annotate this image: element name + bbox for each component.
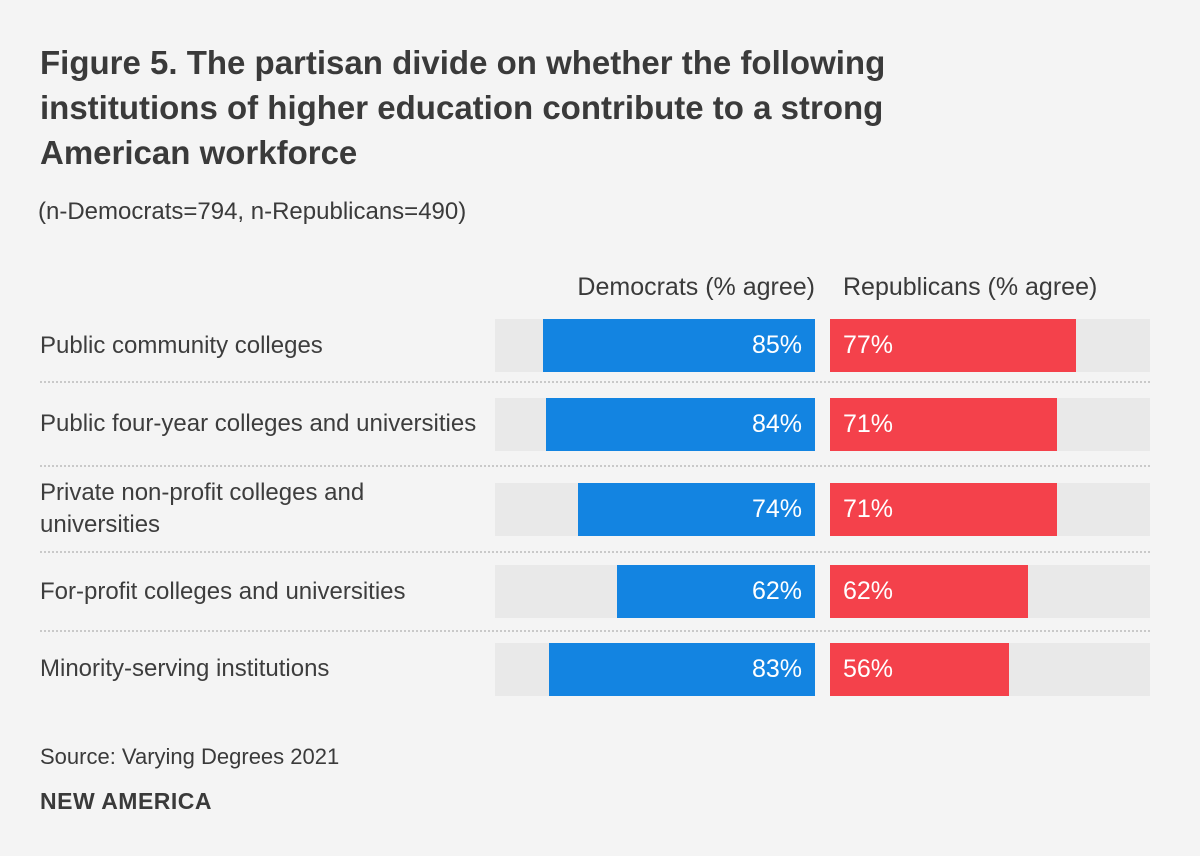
republican-value-label: 62% — [843, 577, 894, 605]
republican-bar: 71% — [830, 397, 1058, 451]
chart-row: For-profit colleges and universities 62% 6… — [40, 553, 1150, 632]
democrat-value-label: 74% — [751, 494, 802, 523]
republican-bar: 77% — [830, 319, 1077, 372]
category-label: Private non-profit colleges and universi… — [40, 479, 365, 538]
chart-header-row: Democrats (% agree) Republicans (% agree… — [40, 268, 1150, 302]
republican-value-label: 56% — [843, 654, 894, 683]
democrat-bar: 83% — [549, 642, 815, 696]
democrat-bar-track: 85% — [495, 319, 815, 372]
democrat-bar: 74% — [578, 482, 815, 536]
democrat-value-label: 62% — [751, 577, 802, 605]
republican-bar-track: 71% — [830, 482, 1150, 536]
chart-row: Public community colleges 85% 77% — [40, 310, 1150, 383]
democrat-bar-track: 83% — [495, 642, 815, 696]
chart-row: Private non-profit colleges and universi… — [40, 467, 1150, 553]
republican-bar: 71% — [830, 482, 1058, 536]
category-label: Public four-year colleges and universiti… — [40, 410, 477, 437]
chart-rows: Public community colleges 85% 77% Public fo… — [40, 310, 1150, 706]
democrat-bar-track: 74% — [495, 482, 815, 536]
chart-row: Minority-serving institutions 83% 56% — [40, 632, 1150, 706]
grouped-bar-chart: Democrats (% agree) Republicans (% agree… — [40, 268, 1150, 706]
republican-bar-track: 77% — [830, 319, 1150, 372]
column-header-republicans: Republicans (% agree) — [843, 273, 1098, 301]
democrat-bar: 62% — [616, 565, 815, 618]
democrat-value-label: 83% — [751, 654, 802, 683]
republican-bar: 62% — [830, 565, 1029, 618]
column-header-democrats: Democrats (% agree) — [577, 273, 815, 301]
chart-row: Public four-year colleges and universiti… — [40, 383, 1150, 467]
category-label: For-profit colleges and universities — [40, 577, 406, 605]
republican-bar-track: 56% — [830, 642, 1150, 696]
republican-value-label: 71% — [843, 409, 894, 438]
republican-bar-track: 71% — [830, 397, 1150, 451]
republican-bar: 56% — [830, 642, 1010, 696]
democrat-bar-track: 62% — [495, 565, 815, 618]
source-note: Source: Varying Degrees 2021 — [40, 744, 340, 769]
democrat-bar: 84% — [546, 397, 815, 451]
new-america-logo: NEW AMERICA — [40, 788, 213, 814]
democrat-value-label: 84% — [751, 409, 802, 438]
figure-title: Figure 5. The partisan divide on whether… — [40, 44, 886, 171]
republican-bar-track: 62% — [830, 565, 1150, 618]
category-label: Public community colleges — [40, 331, 323, 359]
democrat-bar-track: 84% — [495, 397, 815, 451]
republican-value-label: 71% — [843, 494, 894, 523]
republican-value-label: 77% — [843, 331, 894, 359]
sample-size-note: (n-Democrats=794, n-Republicans=490) — [38, 198, 467, 225]
democrat-bar: 85% — [543, 319, 815, 372]
democrat-value-label: 85% — [751, 331, 802, 359]
category-label: Minority-serving institutions — [40, 655, 330, 682]
